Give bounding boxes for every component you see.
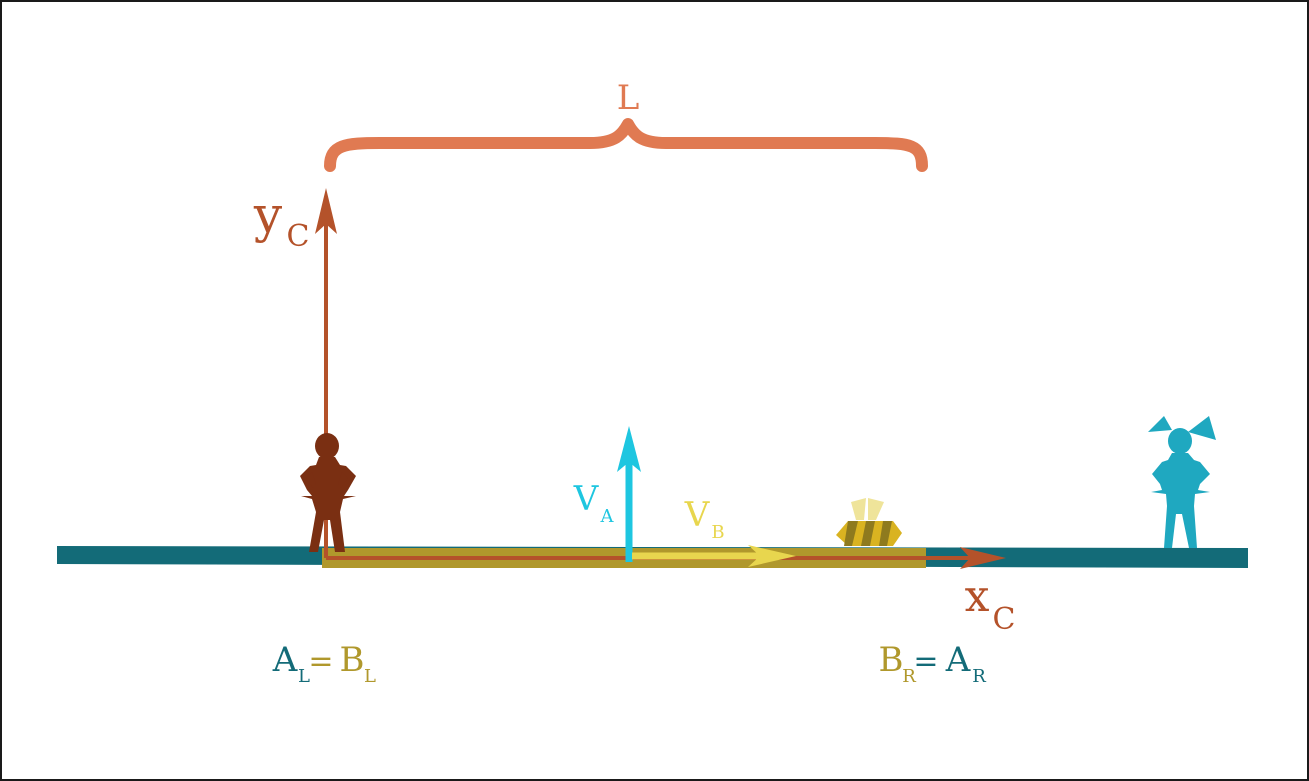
- bee-icon: [836, 498, 902, 546]
- brace-label: L: [617, 78, 640, 118]
- left-eq-b: B: [340, 640, 365, 680]
- right-eq-b-subscript: R: [902, 666, 916, 687]
- velocity-b-subscript: B: [711, 522, 724, 543]
- velocity-a-arrowhead: [617, 426, 641, 472]
- velocity-b-arrowhead: [748, 545, 796, 567]
- left-eq-b-subscript: L: [364, 666, 376, 687]
- length-brace: [324, 118, 928, 172]
- left-eq-equals: =: [308, 644, 333, 679]
- person-left-icon: [300, 433, 356, 552]
- x-axis-label: x: [965, 571, 990, 622]
- x-axis-subscript: C: [993, 602, 1016, 637]
- right-eq-a: A: [945, 640, 971, 680]
- velocity-a-subscript: A: [600, 506, 615, 527]
- velocity-a-label: V: [573, 479, 600, 519]
- right-eq-b: B: [879, 640, 904, 680]
- left-eq-a-subscript: L: [298, 666, 310, 687]
- x-axis-arrowhead: [960, 547, 1006, 569]
- y-axis-arrowhead: [315, 188, 337, 234]
- left-eq-a: A: [272, 640, 298, 680]
- y-axis-subscript: C: [287, 219, 310, 254]
- right-eq-equals: =: [913, 644, 938, 679]
- y-axis-label: y: [253, 186, 283, 244]
- person-right-icon: [1148, 416, 1216, 548]
- right-eq-a-subscript: R: [972, 666, 986, 687]
- velocity-b-label: V: [684, 495, 711, 535]
